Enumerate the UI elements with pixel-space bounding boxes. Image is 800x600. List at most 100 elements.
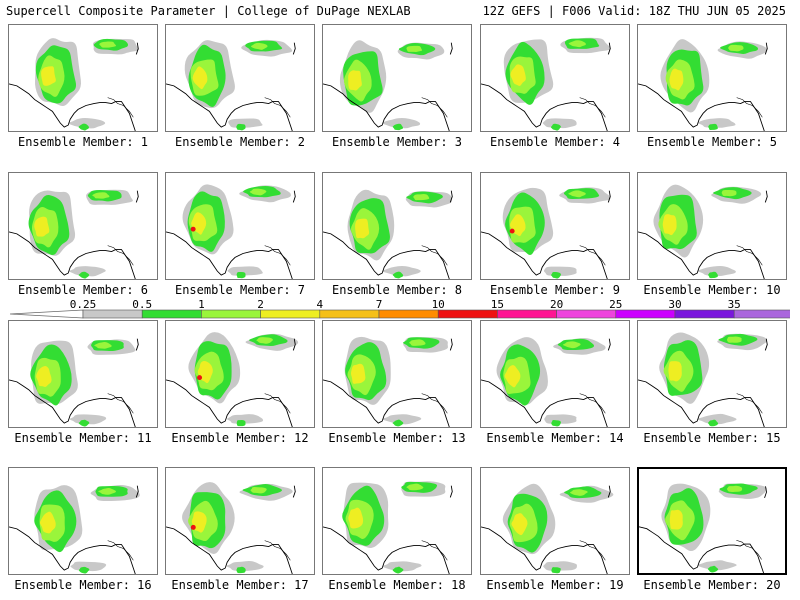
coastline <box>107 393 134 414</box>
map-canvas <box>166 39 296 131</box>
map-canvas <box>639 483 767 573</box>
scp-contour-yellow <box>668 361 682 382</box>
scp-contour-lightgreen <box>98 487 117 495</box>
ensemble-member-map[interactable] <box>8 320 158 428</box>
ensemble-member-map[interactable] <box>637 24 787 132</box>
colorbar-tick-label: 20 <box>549 298 564 311</box>
scp-contour-lightgreen <box>409 339 426 346</box>
map-canvas <box>323 336 453 427</box>
coastline <box>481 526 608 574</box>
lake-outline <box>607 485 611 498</box>
coastline <box>323 231 450 279</box>
scp-contour-yellow <box>511 513 528 536</box>
lake-outline <box>449 485 453 498</box>
ensemble-member-map[interactable] <box>637 467 787 575</box>
ensemble-member-map[interactable] <box>165 172 315 280</box>
colorbar-tick-label: 0.5 <box>132 298 153 311</box>
ensemble-member-map[interactable] <box>322 24 472 132</box>
scp-contour-green <box>78 419 90 427</box>
ensemble-member-map[interactable] <box>322 467 472 575</box>
ensemble-member-label: Ensemble Member: 15 <box>643 431 781 445</box>
coastline <box>638 379 765 427</box>
map-canvas <box>9 484 140 574</box>
lake-outline <box>135 338 139 351</box>
coastline <box>421 540 448 561</box>
scp-contour-green <box>708 271 718 279</box>
ensemble-member-map[interactable] <box>322 172 472 280</box>
map-canvas <box>166 332 299 427</box>
scp-contour-green <box>236 419 246 427</box>
scp-contour-green <box>551 420 561 427</box>
lake-outline <box>764 338 768 351</box>
ensemble-member-map[interactable] <box>165 320 315 428</box>
colorbar-tick-label: 7 <box>375 298 383 311</box>
lake-outline <box>764 190 768 203</box>
ensemble-member-label: Ensemble Member: 12 <box>171 431 309 445</box>
colorbar-segment <box>378 309 439 319</box>
colorbar-segment <box>82 309 143 319</box>
ensemble-member-label: Ensemble Member: 13 <box>328 431 466 445</box>
scp-contour-green <box>236 566 246 574</box>
scp-contour-lightgreen <box>251 42 268 50</box>
ensemble-member-label: Ensemble Member: 16 <box>14 578 152 592</box>
ensemble-member-label: Ensemble Member: 6 <box>17 283 149 297</box>
map-canvas <box>481 187 611 279</box>
ensemble-member-label: Ensemble Member: 7 <box>174 283 306 297</box>
scp-contour-lightgreen <box>721 189 737 197</box>
ensemble-member-label: Ensemble Member: 19 <box>486 578 624 592</box>
coastline <box>166 83 293 131</box>
map-canvas <box>166 482 296 574</box>
ensemble-member-label: Ensemble Member: 11 <box>14 431 152 445</box>
colorbar-tick-label: 35 <box>727 298 741 311</box>
ensemble-member-map[interactable] <box>637 320 787 428</box>
lake-outline <box>764 486 767 499</box>
scp-contour-lightgreen <box>562 341 581 349</box>
ensemble-member-map[interactable] <box>165 467 315 575</box>
coastline <box>107 245 134 266</box>
scp-contour-green <box>78 271 90 279</box>
scp-contour-green <box>78 566 90 574</box>
scp-contour-lightgreen <box>568 190 586 198</box>
scp-contour-lightgreen <box>249 188 267 196</box>
scp-contour-lightgreen <box>406 45 423 52</box>
lake-outline <box>292 338 296 351</box>
ensemble-member-map[interactable] <box>8 467 158 575</box>
ensemble-member-map[interactable] <box>480 24 630 132</box>
colorbar-tick-label: 2 <box>257 298 264 311</box>
coastline <box>421 245 448 266</box>
ensemble-member-map[interactable] <box>8 24 158 132</box>
scp-contour-green <box>236 272 246 279</box>
ensemble-member-map[interactable] <box>480 467 630 575</box>
coastline <box>639 526 765 573</box>
coastline <box>323 83 450 131</box>
scp-contour-lightgreen <box>94 342 112 349</box>
scp-contour-gray <box>697 413 737 425</box>
scp-contour-yellow <box>662 214 677 236</box>
scp-contour-lightgreen <box>413 194 430 201</box>
lake-outline <box>292 190 296 203</box>
colorbar-tick-label: 15 <box>490 298 505 311</box>
ensemble-member-map[interactable] <box>480 172 630 280</box>
scp-contour-lightgreen <box>568 40 586 48</box>
map-canvas <box>166 184 296 279</box>
coastline <box>166 231 293 279</box>
map-canvas <box>481 483 614 574</box>
ensemble-member-map[interactable] <box>165 24 315 132</box>
scp-contour-green <box>551 567 561 574</box>
colorbar-segment <box>437 309 498 319</box>
ensemble-member-map[interactable] <box>480 320 630 428</box>
scp-contour-gray <box>69 414 107 425</box>
scp-contour-lightgreen <box>726 485 743 493</box>
lake-outline <box>764 42 768 55</box>
scp-contour-yellow <box>504 365 521 388</box>
coastline <box>481 379 608 427</box>
scp-contour-lightgreen <box>99 41 117 48</box>
coastline <box>481 83 608 131</box>
ensemble-member-map[interactable] <box>8 172 158 280</box>
ensemble-member-map[interactable] <box>637 172 787 280</box>
ensemble-member-map[interactable] <box>322 320 472 428</box>
scp-contour-lightgreen <box>726 336 742 343</box>
coastline <box>264 245 291 266</box>
colorbar-tick-label: 1 <box>198 298 205 311</box>
lake-outline <box>449 190 453 203</box>
